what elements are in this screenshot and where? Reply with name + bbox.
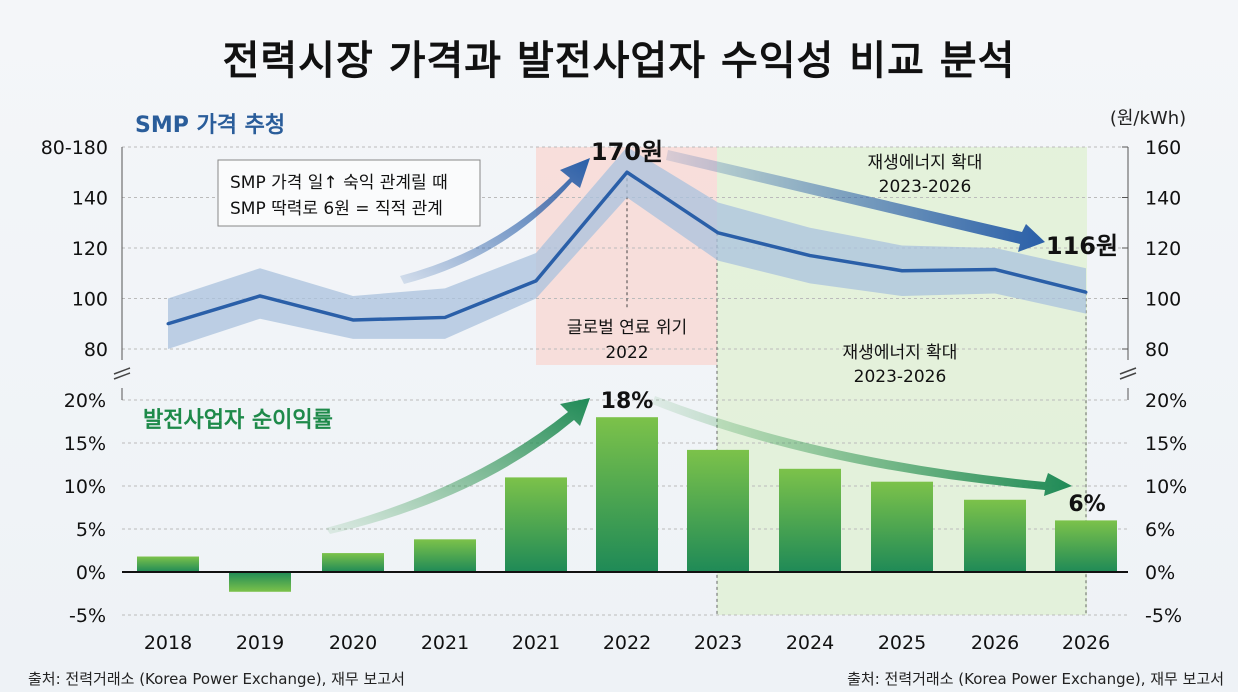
unit-label: (원/kWh) bbox=[1110, 108, 1186, 129]
smp-peak-label: 170원 bbox=[591, 138, 663, 166]
smp-left-tick: 120 bbox=[72, 238, 108, 260]
renewable-top-label-1: 재생에너지 확대 bbox=[868, 153, 983, 173]
renewable-mid-label-2: 2023-2026 bbox=[854, 367, 947, 387]
margin-bar bbox=[229, 572, 291, 592]
smp-left-tick: 80 bbox=[84, 339, 108, 361]
margin-bar bbox=[687, 449, 749, 572]
margin-bar bbox=[596, 417, 658, 572]
smp-point bbox=[808, 254, 812, 258]
margin-bar bbox=[1055, 520, 1117, 572]
margin-section-title: 발전사업자 순이익률 bbox=[143, 408, 333, 433]
renewable-top-label-2: 2023-2026 bbox=[879, 177, 972, 197]
margin-bar bbox=[964, 499, 1026, 572]
margin-bar bbox=[871, 481, 933, 572]
x-tick-label: 2019 bbox=[236, 632, 284, 654]
margin-end-label: 6% bbox=[1068, 492, 1105, 517]
smp-point bbox=[1084, 290, 1088, 294]
margin-left-tick: 5% bbox=[76, 519, 106, 541]
crisis-label-2: 2022 bbox=[605, 343, 648, 363]
margin-right-tick: 6% bbox=[1145, 519, 1175, 541]
source-left: 출처: 전력거래소 (Korea Power Exchange), 재무 보고서 bbox=[28, 670, 405, 688]
margin-left-tick: 20% bbox=[64, 390, 106, 412]
note-line-1: SMP 가격 일↑ 숙익 관계릴 때 bbox=[230, 173, 448, 193]
smp-point bbox=[443, 315, 447, 319]
margin-bar bbox=[779, 468, 841, 572]
x-tick-label: 2021 bbox=[421, 632, 469, 654]
source-right: 출처: 전력거래소 (Korea Power Exchange), 재무 보고서 bbox=[847, 670, 1224, 688]
margin-left-tick: 0% bbox=[76, 562, 106, 584]
margin-right-tick: 10% bbox=[1145, 476, 1187, 498]
smp-point bbox=[351, 318, 355, 322]
smp-point bbox=[258, 294, 262, 298]
margin-right-tick: 0% bbox=[1145, 562, 1175, 584]
axis-break-icon bbox=[1119, 367, 1137, 380]
margin-right-tick: 15% bbox=[1145, 433, 1187, 455]
x-tick-label: 2021 bbox=[512, 632, 560, 654]
smp-right-tick: 160 bbox=[1145, 137, 1181, 159]
margin-peak-label: 18% bbox=[601, 389, 654, 414]
margin-bar bbox=[505, 477, 567, 572]
smp-end-label: 116원 bbox=[1046, 232, 1118, 260]
margin-right-tick: 20% bbox=[1145, 390, 1187, 412]
smp-point bbox=[166, 322, 170, 326]
smp-section-title: SMP 가격 추청 bbox=[135, 113, 285, 138]
smp-right-tick: 80 bbox=[1145, 339, 1169, 361]
page-title: 전력시장 가격과 발전사업자 수익성 비교 분석 bbox=[222, 38, 1016, 84]
x-tick-label: 2026 bbox=[1062, 632, 1110, 654]
smp-point bbox=[534, 279, 538, 283]
x-tick-label: 2022 bbox=[603, 632, 651, 654]
smp-right-tick: 140 bbox=[1145, 188, 1181, 210]
x-tick-label: 2020 bbox=[329, 632, 377, 654]
x-tick-label: 2026 bbox=[971, 632, 1019, 654]
margin-bar bbox=[322, 553, 384, 572]
x-tick-label: 2018 bbox=[144, 632, 192, 654]
margin-bar bbox=[414, 539, 476, 572]
smp-range-band bbox=[168, 147, 1086, 349]
smp-fall-arrow bbox=[666, 150, 1045, 252]
margin-bar bbox=[137, 556, 199, 572]
x-tick-label: 2025 bbox=[878, 632, 926, 654]
smp-left-tick: 140 bbox=[72, 188, 108, 210]
smp-right-tick: 100 bbox=[1145, 289, 1181, 311]
smp-point bbox=[900, 269, 904, 273]
margin-fall-arrow bbox=[652, 396, 1072, 496]
smp-point bbox=[625, 170, 629, 174]
x-tick-label: 2024 bbox=[786, 632, 834, 654]
note-line-2: SMP 딱력로 6원 = 직적 관계 bbox=[230, 199, 443, 219]
smp-left-tick: 80-180 bbox=[41, 137, 108, 159]
x-tick-label: 2023 bbox=[694, 632, 742, 654]
smp-right-tick: 120 bbox=[1145, 238, 1181, 260]
axis-break-icon bbox=[113, 367, 131, 380]
note-box bbox=[217, 159, 481, 227]
smp-left-tick: 100 bbox=[72, 289, 108, 311]
margin-right-tick: -5% bbox=[1145, 605, 1182, 627]
smp-point bbox=[993, 267, 997, 271]
smp-point bbox=[716, 231, 720, 235]
margin-left-tick: 15% bbox=[64, 433, 106, 455]
smp-rise-arrow bbox=[400, 158, 590, 284]
crisis-label-1: 글로벌 연료 위기 bbox=[567, 318, 687, 338]
margin-left-tick: -5% bbox=[69, 605, 106, 627]
renewable-mid-label-1: 재생에너지 확대 bbox=[843, 343, 958, 363]
margin-left-tick: 10% bbox=[64, 476, 106, 498]
